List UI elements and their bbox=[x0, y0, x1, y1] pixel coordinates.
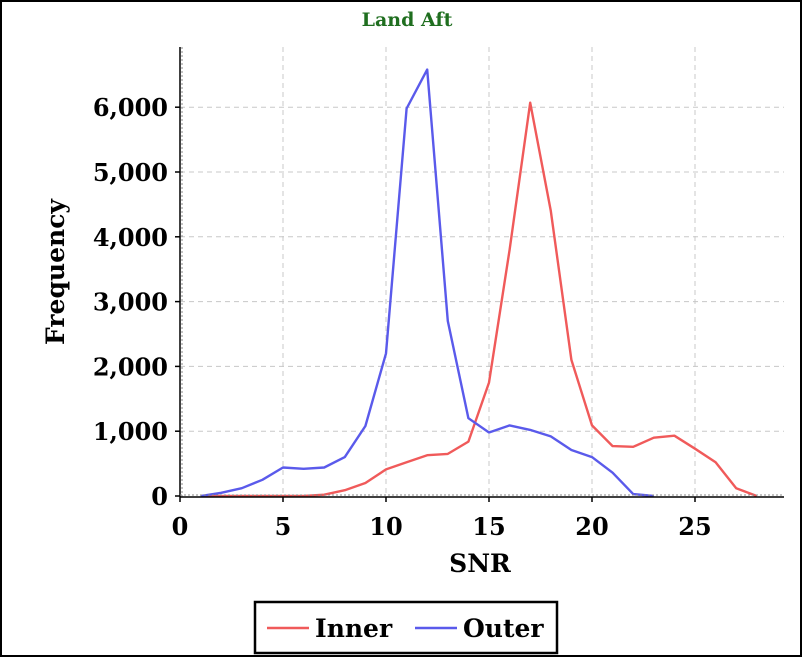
x-tick-label: 5 bbox=[275, 512, 292, 541]
x-tick-label: 15 bbox=[472, 512, 505, 541]
series-line-outer bbox=[200, 68, 654, 498]
legend-label-outer: Outer bbox=[463, 614, 544, 643]
legend-box bbox=[253, 600, 559, 655]
chart-title: Land Aft bbox=[362, 9, 453, 31]
x-tick-label: 25 bbox=[678, 512, 711, 541]
legend-label-inner: Inner bbox=[315, 614, 393, 643]
grid bbox=[180, 47, 784, 496]
y-tick-label: 2,000 bbox=[93, 352, 168, 381]
y-tick-label: 4,000 bbox=[93, 223, 168, 252]
series-layer bbox=[200, 68, 758, 498]
x-tick-labels: 0 5 10 15 20 25 bbox=[172, 512, 712, 541]
x-tick-label: 20 bbox=[575, 512, 608, 541]
series-line-inner bbox=[200, 101, 758, 498]
y-tick-label: 5,000 bbox=[93, 158, 168, 187]
y-tick-label: 1,000 bbox=[93, 417, 168, 446]
y-tick-label: 3,000 bbox=[93, 288, 168, 317]
y-tick-labels: 0 1,000 2,000 3,000 4,000 5,000 6,000 bbox=[93, 93, 168, 511]
y-axis-label: Frequency bbox=[41, 198, 70, 345]
axes bbox=[175, 47, 784, 502]
x-tick-label: 10 bbox=[369, 512, 402, 541]
y-tick-label: 6,000 bbox=[93, 93, 168, 122]
legend: Inner Outer bbox=[253, 600, 559, 655]
x-tick-label: 0 bbox=[172, 512, 189, 541]
x-axis-label: SNR bbox=[449, 549, 511, 578]
y-tick-label: 0 bbox=[151, 482, 168, 511]
